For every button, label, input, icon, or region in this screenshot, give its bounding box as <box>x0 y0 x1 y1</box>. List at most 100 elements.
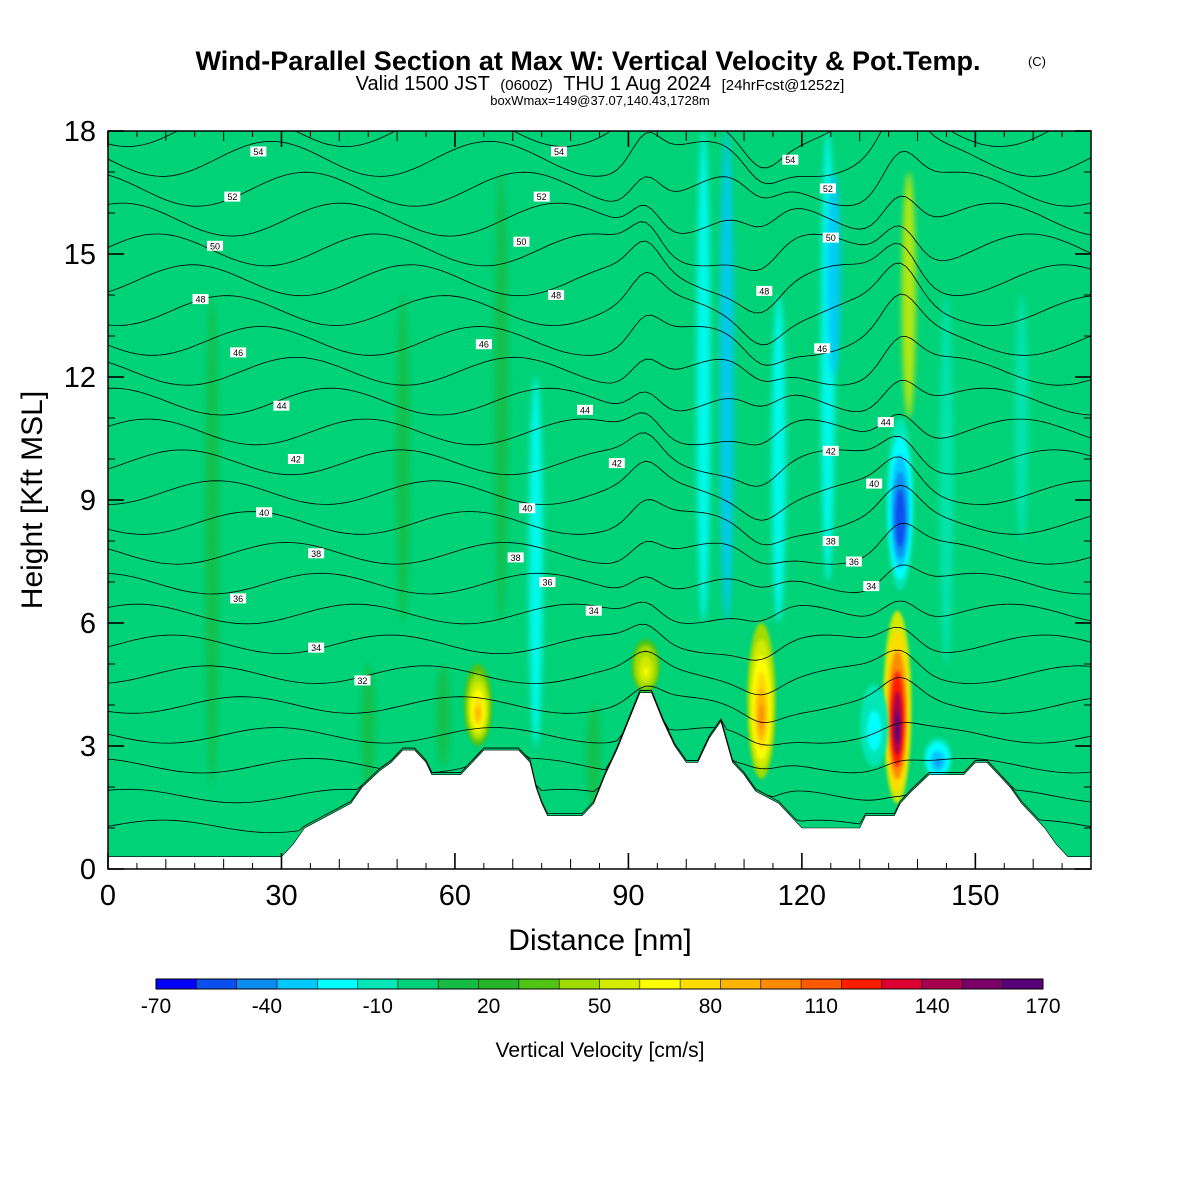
contour-label-text: 50 <box>516 237 526 247</box>
velocity-streak <box>696 131 711 623</box>
colorbar-swatch <box>559 979 600 989</box>
contour-label-text: 52 <box>537 192 547 202</box>
contour-label: 42 <box>608 458 625 469</box>
contour-label-bg <box>206 240 223 251</box>
contour-label: 42 <box>287 454 304 465</box>
forecast-info: [24hrFcst@1252z] <box>722 77 845 94</box>
y-axis-label: Height [Kft MSL] <box>16 391 49 609</box>
contour-label-bg <box>308 548 325 559</box>
y-tick-label: 12 <box>64 362 96 394</box>
colorbar-swatch <box>720 979 762 989</box>
colorbar-swatch <box>276 979 318 989</box>
velocity-streak <box>826 172 841 377</box>
contour-label-bg <box>822 445 839 456</box>
colorbar-swatch <box>236 979 278 989</box>
contour-label-text: 46 <box>479 340 489 350</box>
theta-contour-line <box>108 150 1091 207</box>
colorbar-swatch <box>518 979 560 989</box>
x-tick-label: 60 <box>439 880 471 912</box>
updraft-core <box>894 711 900 744</box>
y-tick-label: 15 <box>64 239 96 271</box>
contour-label-bg <box>287 454 304 464</box>
contour-label: 50 <box>206 240 223 251</box>
y-tick-label: 9 <box>80 485 96 517</box>
colorbar-tick-labels: -70 -40 -10 20 50 80 110 140 170 <box>141 995 1061 1018</box>
x-axis-label: Distance [nm] <box>508 924 691 957</box>
theta-contour-line <box>108 131 1051 169</box>
colorbar-tick-label: 110 <box>805 995 838 1018</box>
contour-label-bg <box>256 507 273 518</box>
colorbar-tick-label: 140 <box>915 995 950 1018</box>
contour-label-text: 34 <box>311 643 321 653</box>
updraft-core <box>643 667 649 677</box>
velocity-streak <box>494 172 509 623</box>
contour-label: 46 <box>230 347 247 358</box>
contour-label: 44 <box>577 404 594 415</box>
colorbar-swatch <box>760 979 802 989</box>
contour-label-text: 50 <box>210 241 220 251</box>
valid-time-line: Valid 1500 JST (0600Z) THU 1 Aug 2024 [2… <box>356 73 845 95</box>
x-tick-label: 0 <box>100 880 116 912</box>
colorbar-swatch <box>357 979 399 989</box>
colorbar-swatch <box>1002 979 1044 989</box>
colorbar-swatch <box>881 979 923 989</box>
contour-label: 36 <box>539 577 556 588</box>
contour-label: 52 <box>819 183 836 194</box>
colorbar-tick-label: -40 <box>252 995 282 1018</box>
contour-label-text: 36 <box>233 594 243 604</box>
theta-contour-line <box>108 221 1091 272</box>
colorbar-swatch <box>922 979 963 989</box>
contour-label-bg <box>819 183 836 194</box>
y-tick-label: 18 <box>64 116 96 148</box>
contour-label: 38 <box>822 536 839 547</box>
contour-label-bg <box>877 417 894 428</box>
valid-date: THU 1 Aug 2024 <box>563 73 711 95</box>
theta-contour-line <box>108 131 1091 185</box>
contour-label: 54 <box>250 146 267 157</box>
contour-label-text: 42 <box>612 459 622 469</box>
theta-contour-line <box>108 564 1091 595</box>
contour-label-text: 52 <box>227 192 237 202</box>
contour-label-text: 34 <box>589 606 599 616</box>
contour-label-text: 38 <box>826 537 836 547</box>
updraft-core <box>759 704 764 731</box>
theta-contours <box>108 131 1091 833</box>
contour-label: 42 <box>822 445 839 456</box>
contour-label-text: 42 <box>826 446 836 456</box>
downdraft-core <box>935 759 941 766</box>
contour-label-bg <box>230 593 247 604</box>
theta-contour-line <box>108 380 1091 416</box>
colorbar-swatch <box>397 979 439 989</box>
contour-label-text: 32 <box>357 676 367 686</box>
contour-label: 40 <box>256 507 273 518</box>
x-tick-label: 30 <box>265 880 297 912</box>
contour-label-text: 36 <box>849 557 859 567</box>
colorbar-tick-label: 170 <box>1025 995 1060 1018</box>
theta-contour-line <box>108 676 1091 723</box>
colorbar-swatch <box>478 979 520 989</box>
colorbar-swatch <box>801 979 842 989</box>
plot-area: 54 54 54 52 52 52 50 50 50 48 48 48 46 46 46 44 44 44 42 42… <box>108 131 1091 869</box>
valid-prefix: Valid 1500 JST <box>356 73 490 95</box>
velocity-streak <box>361 664 376 787</box>
contour-label-text: 54 <box>253 147 263 157</box>
colorbar-swatch <box>317 979 358 989</box>
theta-contour-line <box>108 690 1091 774</box>
colorbar-tick-label: -70 <box>141 995 171 1018</box>
contour-label: 48 <box>192 294 209 305</box>
theta-contour-line <box>108 293 1091 366</box>
theta-contour-line <box>108 690 1091 746</box>
contour-label-bg <box>224 191 241 202</box>
velocity-texture <box>205 131 1029 808</box>
contour-label: 40 <box>866 478 883 489</box>
contour-label-bg <box>250 146 267 157</box>
contour-label: 34 <box>308 642 325 653</box>
velocity-streak <box>436 664 451 767</box>
theta-contour-line <box>108 335 1091 386</box>
contour-label-bg <box>845 556 862 567</box>
contour-label-bg <box>782 154 799 165</box>
contour-label-bg <box>814 343 831 354</box>
colorbar-tick-label: 80 <box>699 995 722 1018</box>
colorbar-swatch <box>599 979 641 989</box>
contour-label-text: 38 <box>511 553 521 563</box>
